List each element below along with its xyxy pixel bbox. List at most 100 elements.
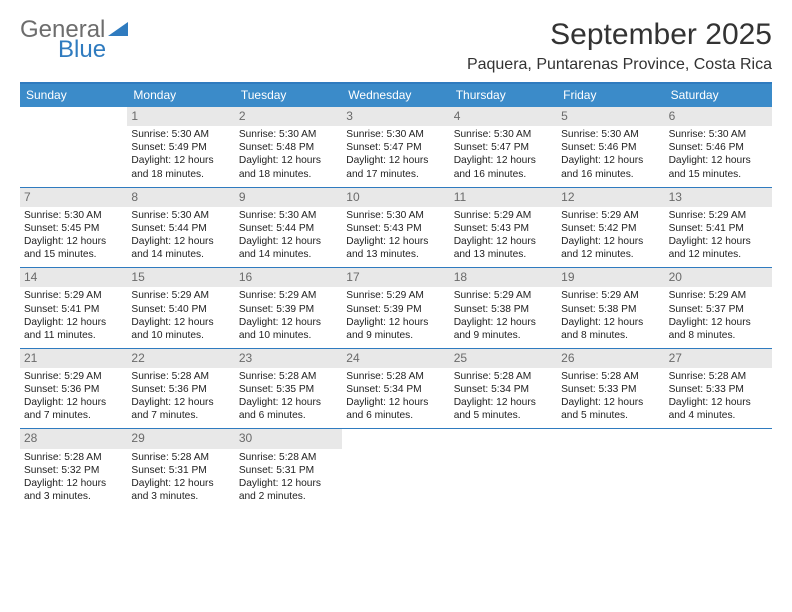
daylight-text: Daylight: 12 hours and 13 minutes. <box>454 235 553 261</box>
day-number: 8 <box>127 188 234 207</box>
sunrise-text: Sunrise: 5:29 AM <box>669 289 768 302</box>
daylight-text: Daylight: 12 hours and 12 minutes. <box>669 235 768 261</box>
day-cell <box>450 429 557 509</box>
sunset-text: Sunset: 5:43 PM <box>454 222 553 235</box>
sunrise-text: Sunrise: 5:30 AM <box>454 128 553 141</box>
daylight-text: Daylight: 12 hours and 8 minutes. <box>561 316 660 342</box>
title-block: September 2025 Paquera, Puntarenas Provi… <box>467 18 772 74</box>
day-number: 6 <box>665 107 772 126</box>
day-number: 29 <box>127 429 234 448</box>
daylight-text: Daylight: 12 hours and 14 minutes. <box>239 235 338 261</box>
sunrise-text: Sunrise: 5:30 AM <box>131 128 230 141</box>
daylight-text: Daylight: 12 hours and 15 minutes. <box>24 235 123 261</box>
day-number: 28 <box>20 429 127 448</box>
sunset-text: Sunset: 5:45 PM <box>24 222 123 235</box>
sunset-text: Sunset: 5:31 PM <box>131 464 230 477</box>
sunset-text: Sunset: 5:47 PM <box>454 141 553 154</box>
sunrise-text: Sunrise: 5:28 AM <box>669 370 768 383</box>
sunrise-text: Sunrise: 5:30 AM <box>561 128 660 141</box>
day-number: 30 <box>235 429 342 448</box>
logo: General Blue <box>20 18 130 62</box>
weekday-header-row: Sunday Monday Tuesday Wednesday Thursday… <box>20 84 772 107</box>
sunrise-text: Sunrise: 5:29 AM <box>454 289 553 302</box>
day-number: 11 <box>450 188 557 207</box>
week-row: 14Sunrise: 5:29 AMSunset: 5:41 PMDayligh… <box>20 267 772 348</box>
sunset-text: Sunset: 5:36 PM <box>24 383 123 396</box>
day-cell: 9Sunrise: 5:30 AMSunset: 5:44 PMDaylight… <box>235 188 342 268</box>
daylight-text: Daylight: 12 hours and 10 minutes. <box>239 316 338 342</box>
sunset-text: Sunset: 5:42 PM <box>561 222 660 235</box>
day-cell <box>557 429 664 509</box>
sunset-text: Sunset: 5:37 PM <box>669 303 768 316</box>
day-cell: 30 Sunrise: 5:28 AMSunset: 5:31 PMDayligh… <box>235 429 342 509</box>
sunrise-text: Sunrise: 5:28 AM <box>239 451 338 464</box>
sunset-text: Sunset: 5:31 PM <box>239 464 338 477</box>
day-cell: 23Sunrise: 5:28 AMSunset: 5:35 PMDayligh… <box>235 349 342 429</box>
daylight-text: Daylight: 12 hours and 14 minutes. <box>131 235 230 261</box>
weekday-header: Thursday <box>450 84 557 107</box>
daylight-text: Daylight: 12 hours and 16 minutes. <box>454 154 553 180</box>
sunrise-text: Sunrise: 5:30 AM <box>239 209 338 222</box>
sunrise-text: Sunrise: 5:30 AM <box>346 128 445 141</box>
day-cell: 2Sunrise: 5:30 AMSunset: 5:48 PMDaylight… <box>235 107 342 187</box>
day-cell: 20Sunrise: 5:29 AMSunset: 5:37 PMDayligh… <box>665 268 772 348</box>
day-cell: 17Sunrise: 5:29 AMSunset: 5:39 PMDayligh… <box>342 268 449 348</box>
sunrise-text: Sunrise: 5:29 AM <box>239 289 338 302</box>
daylight-text: Daylight: 12 hours and 7 minutes. <box>131 396 230 422</box>
sunset-text: Sunset: 5:34 PM <box>346 383 445 396</box>
sunrise-text: Sunrise: 5:30 AM <box>24 209 123 222</box>
day-number: 27 <box>665 349 772 368</box>
daylight-text: Daylight: 12 hours and 6 minutes. <box>346 396 445 422</box>
sunset-text: Sunset: 5:46 PM <box>561 141 660 154</box>
day-cell: 11Sunrise: 5:29 AMSunset: 5:43 PMDayligh… <box>450 188 557 268</box>
calendar: Sunday Monday Tuesday Wednesday Thursday… <box>20 82 772 509</box>
sunset-text: Sunset: 5:40 PM <box>131 303 230 316</box>
day-number: 5 <box>557 107 664 126</box>
week-row: 1Sunrise: 5:30 AMSunset: 5:49 PMDaylight… <box>20 107 772 187</box>
day-cell: 4 Sunrise: 5:30 AMSunset: 5:47 PMDaylight… <box>450 107 557 187</box>
sunrise-text: Sunrise: 5:29 AM <box>131 289 230 302</box>
daylight-text: Daylight: 12 hours and 13 minutes. <box>346 235 445 261</box>
day-number: 1 <box>127 107 234 126</box>
day-number: 4 <box>450 107 557 126</box>
day-number: 7 <box>20 188 127 207</box>
logo-word2: Blue <box>58 38 130 62</box>
sunrise-text: Sunrise: 5:28 AM <box>131 451 230 464</box>
sunset-text: Sunset: 5:38 PM <box>454 303 553 316</box>
day-cell: 21Sunrise: 5:29 AMSunset: 5:36 PMDayligh… <box>20 349 127 429</box>
day-number: 13 <box>665 188 772 207</box>
day-cell: 14Sunrise: 5:29 AMSunset: 5:41 PMDayligh… <box>20 268 127 348</box>
daylight-text: Daylight: 12 hours and 17 minutes. <box>346 154 445 180</box>
daylight-text: Daylight: 12 hours and 9 minutes. <box>346 316 445 342</box>
weekday-header: Wednesday <box>342 84 449 107</box>
day-cell: 26Sunrise: 5:28 AMSunset: 5:33 PMDayligh… <box>557 349 664 429</box>
daylight-text: Daylight: 12 hours and 12 minutes. <box>561 235 660 261</box>
daylight-text: Daylight: 12 hours and 10 minutes. <box>131 316 230 342</box>
daylight-text: Daylight: 12 hours and 16 minutes. <box>561 154 660 180</box>
day-cell: 28Sunrise: 5:28 AMSunset: 5:32 PMDayligh… <box>20 429 127 509</box>
day-number: 17 <box>342 268 449 287</box>
weekday-header: Friday <box>557 84 664 107</box>
day-number: 24 <box>342 349 449 368</box>
daylight-text: Daylight: 12 hours and 5 minutes. <box>454 396 553 422</box>
sunset-text: Sunset: 5:41 PM <box>669 222 768 235</box>
sunset-text: Sunset: 5:44 PM <box>239 222 338 235</box>
weekday-header: Sunday <box>20 84 127 107</box>
sunrise-text: Sunrise: 5:28 AM <box>346 370 445 383</box>
sunset-text: Sunset: 5:39 PM <box>239 303 338 316</box>
sunset-text: Sunset: 5:47 PM <box>346 141 445 154</box>
sunset-text: Sunset: 5:36 PM <box>131 383 230 396</box>
day-cell: 24 Sunrise: 5:28 AMSunset: 5:34 PMDayligh… <box>342 349 449 429</box>
location-text: Paquera, Puntarenas Province, Costa Rica <box>467 56 772 74</box>
daylight-text: Daylight: 12 hours and 3 minutes. <box>24 477 123 503</box>
week-row: 21Sunrise: 5:29 AMSunset: 5:36 PMDayligh… <box>20 348 772 429</box>
daylight-text: Daylight: 12 hours and 2 minutes. <box>239 477 338 503</box>
sunset-text: Sunset: 5:33 PM <box>669 383 768 396</box>
header-bar: General Blue September 2025 Paquera, Pun… <box>20 18 772 74</box>
week-row: 28Sunrise: 5:28 AMSunset: 5:32 PMDayligh… <box>20 428 772 509</box>
daylight-text: Daylight: 12 hours and 9 minutes. <box>454 316 553 342</box>
day-number: 23 <box>235 349 342 368</box>
sunset-text: Sunset: 5:46 PM <box>669 141 768 154</box>
day-number: 16 <box>235 268 342 287</box>
sunset-text: Sunset: 5:32 PM <box>24 464 123 477</box>
